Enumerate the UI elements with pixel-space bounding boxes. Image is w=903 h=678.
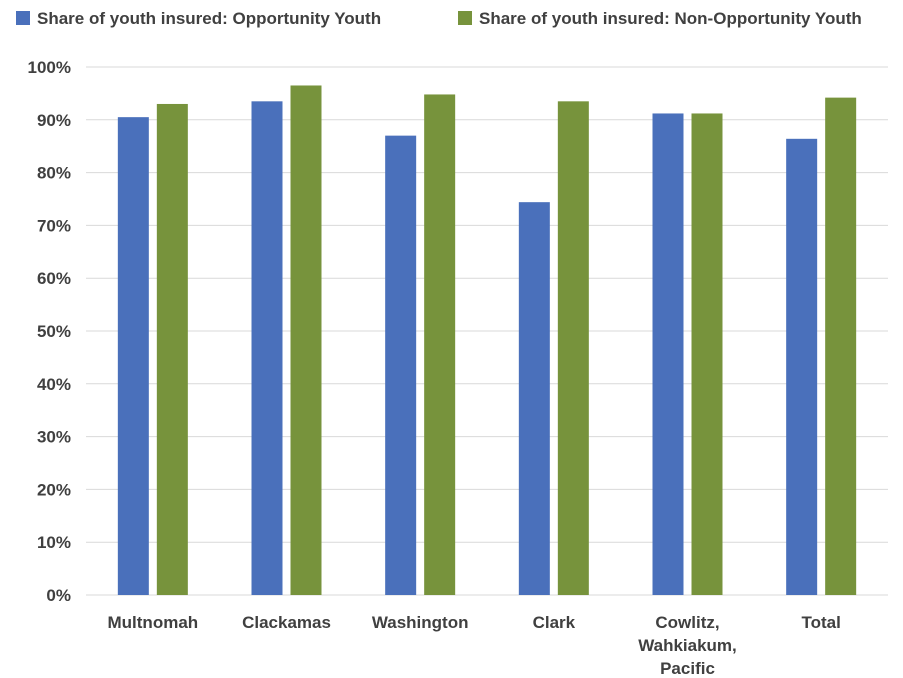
bar-opportunity (385, 135, 417, 595)
y-tick-label: 80% (37, 164, 71, 183)
bar-non-opportunity (424, 94, 456, 596)
gridlines (86, 66, 888, 596)
bar-non-opportunity (290, 85, 322, 595)
x-category-label: Cowlitz, Wahkiakum, Pacific (638, 613, 737, 678)
x-category-label: Washington (372, 613, 469, 632)
bar-non-opportunity (825, 97, 857, 596)
y-tick-label: 20% (37, 480, 71, 499)
y-tick-label: 0% (46, 586, 71, 605)
y-axis: 0% 10% 20% 30% 40% 50% 60% 70% 80% 90% 100% (28, 58, 71, 605)
legend-swatch (16, 11, 30, 25)
y-tick-label: 50% (37, 322, 71, 341)
y-tick-label: 100% (28, 58, 71, 77)
bar-opportunity (251, 101, 283, 595)
x-axis: Multnomah Clackamas Washington Clark Cowlitz… (108, 613, 841, 678)
legend-label: Share of youth insured: Non-Opportunity … (479, 9, 862, 28)
bar-opportunity (786, 138, 818, 596)
y-tick-label: 70% (37, 216, 71, 235)
y-tick-label: 40% (37, 375, 71, 394)
bar-non-opportunity (156, 103, 188, 596)
legend-label: Share of youth insured: Opportunity Yout… (37, 9, 381, 28)
bar-non-opportunity (557, 101, 589, 595)
y-tick-label: 10% (37, 533, 71, 552)
x-category-label: Clark (533, 613, 576, 632)
x-category-label: Clackamas (242, 613, 331, 632)
bar-opportunity (117, 117, 149, 595)
legend-swatch (458, 11, 472, 25)
x-category-label: Total (801, 613, 840, 632)
x-category-label: Multnomah (108, 613, 199, 632)
y-tick-label: 60% (37, 269, 71, 288)
bar-non-opportunity (691, 113, 723, 596)
legend: Share of youth insured: Opportunity Yout… (16, 9, 862, 28)
bar-opportunity (652, 113, 684, 596)
bars (117, 85, 857, 596)
bar-opportunity (518, 202, 550, 595)
y-tick-label: 30% (37, 428, 71, 447)
y-tick-label: 90% (37, 111, 71, 130)
